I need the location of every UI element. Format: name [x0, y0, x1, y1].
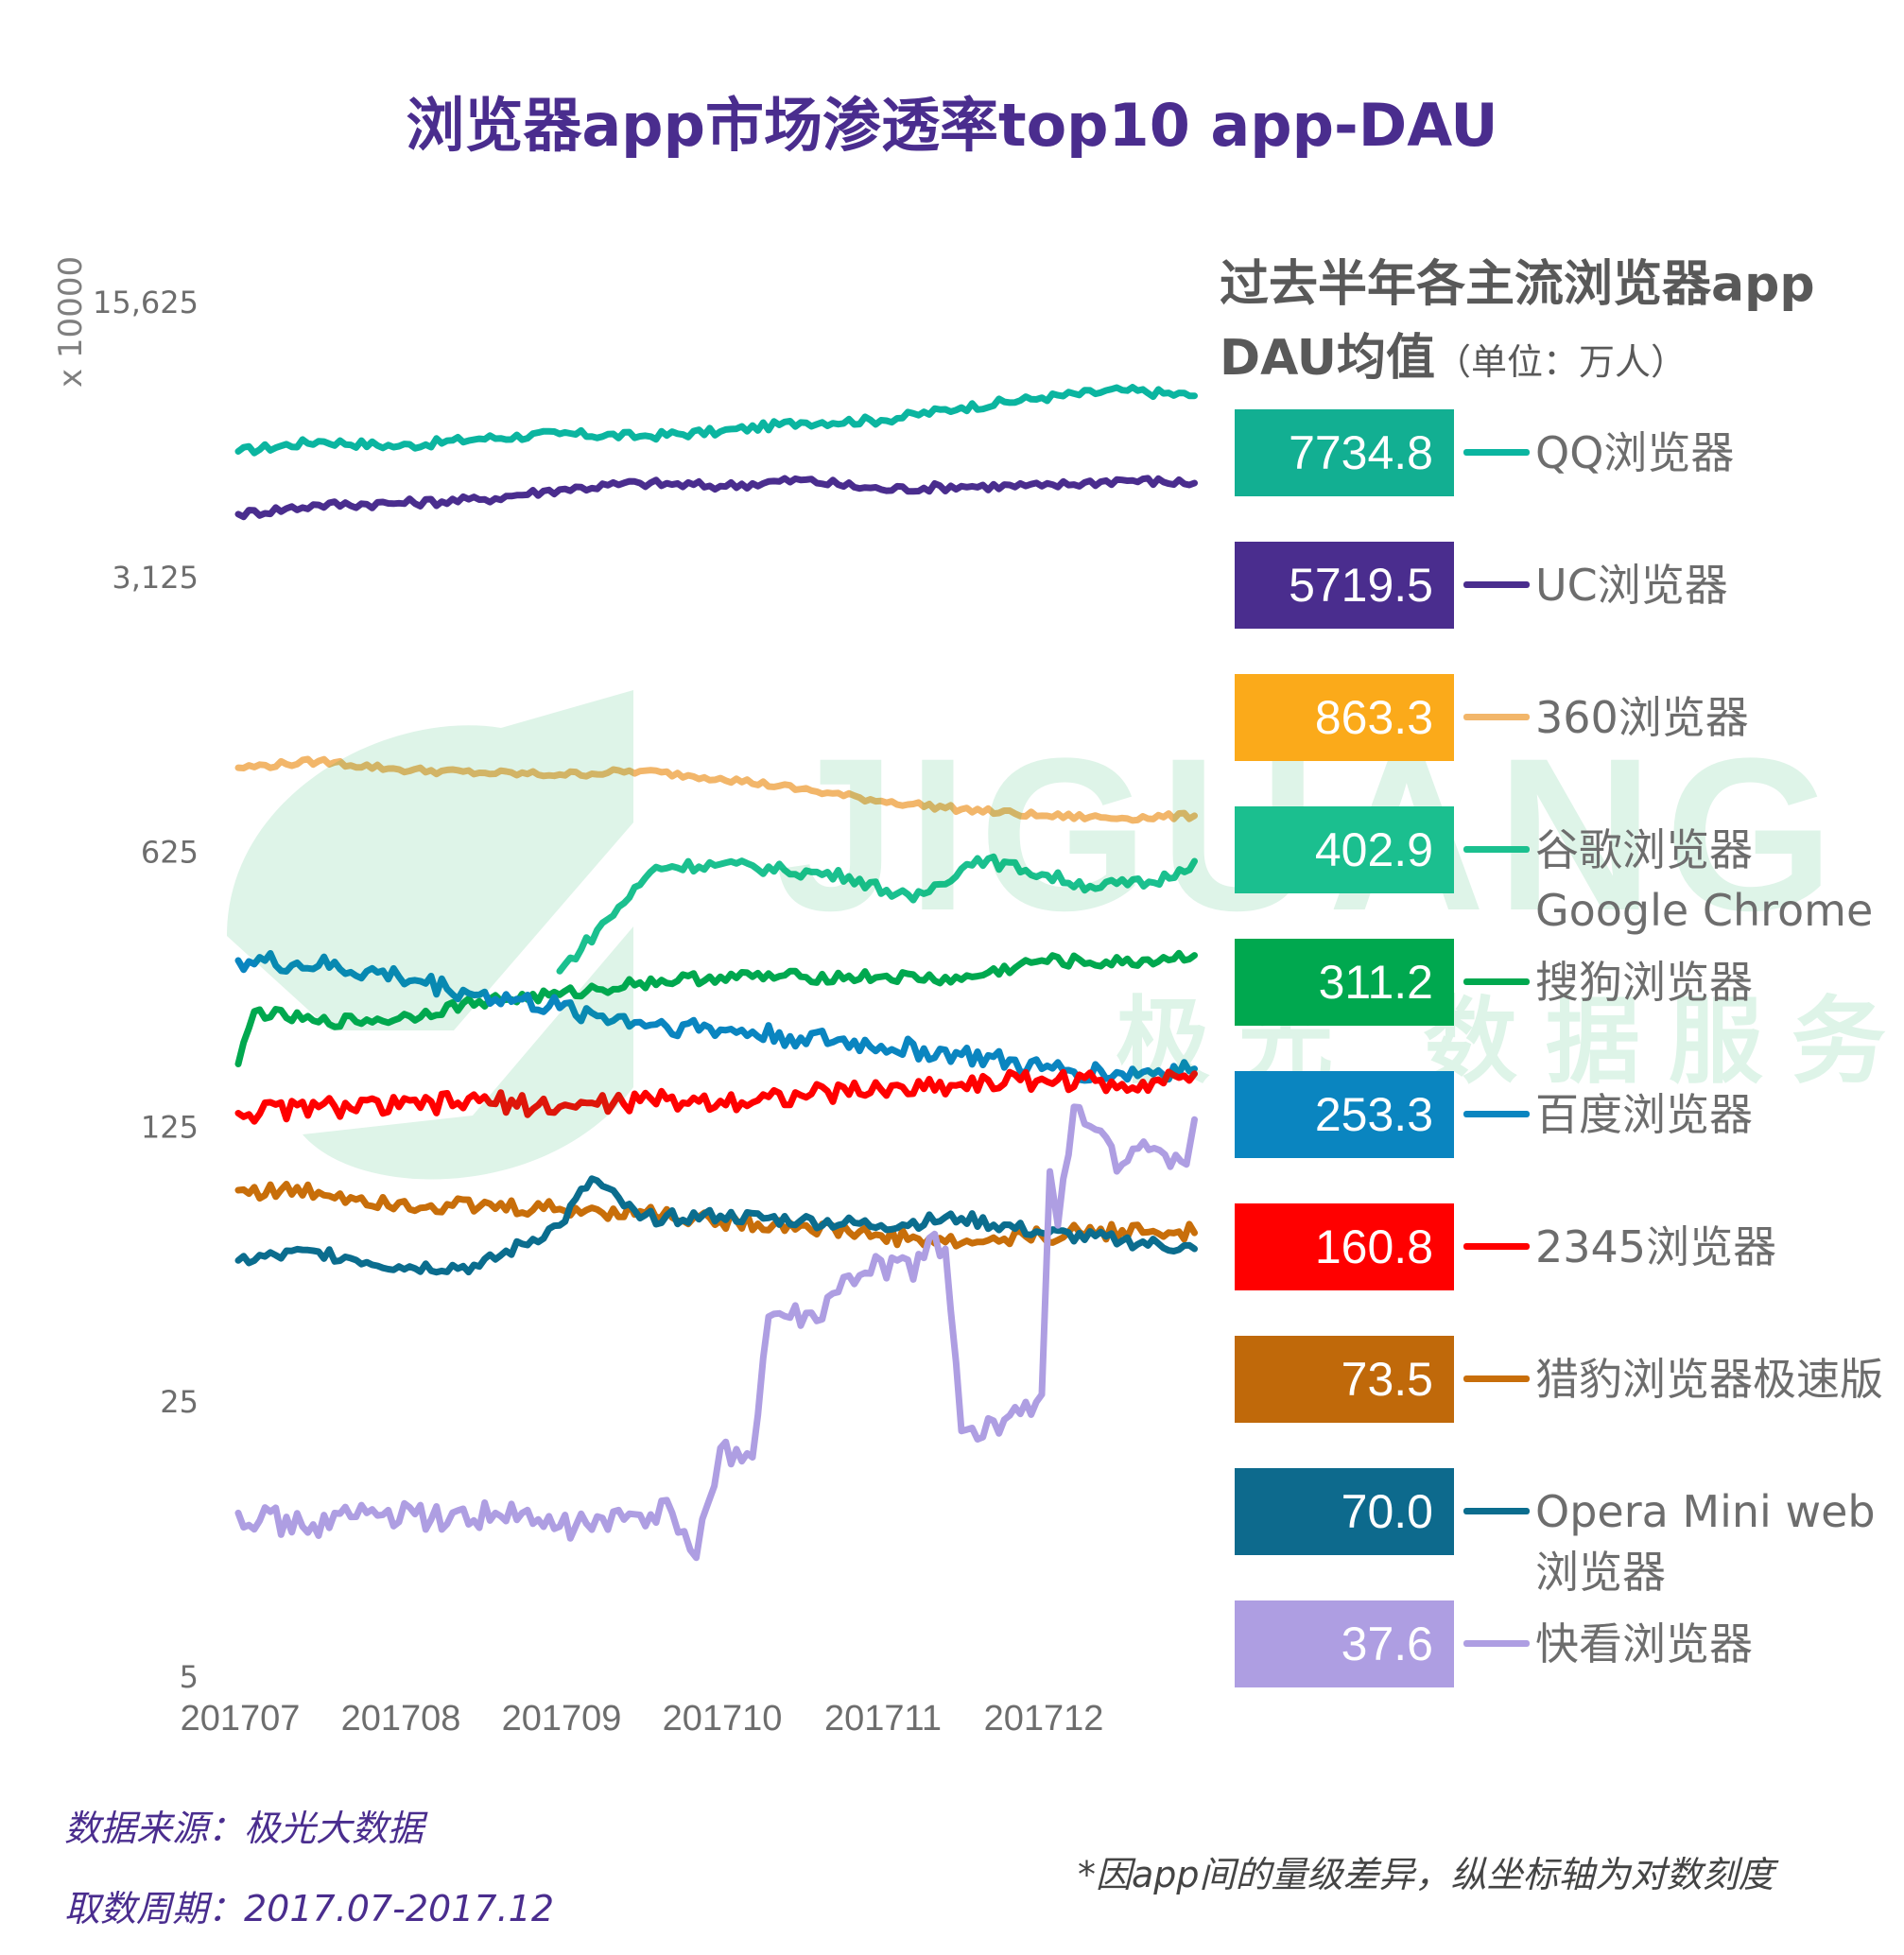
series-line-9 — [234, 1103, 1198, 1562]
legend-label: 快看浏览器 — [1535, 1618, 1753, 1670]
x-tick-label: 201708 — [341, 1699, 461, 1739]
footer-note: *因app间的量级差异，纵坐标轴为对数刻度 — [1078, 1854, 1774, 1895]
legend-line-swatch — [1463, 581, 1530, 588]
legend-value-box: 73.5 — [1235, 1336, 1454, 1423]
series-line-3 — [556, 853, 1198, 975]
x-tick-label: 201712 — [984, 1699, 1104, 1739]
footer-period: 取数周期：2017.07-2017.12 — [64, 1888, 554, 1929]
legend-label: UC浏览器 — [1535, 560, 1728, 611]
legend-title-line2: DAU均值（单位：万人） — [1220, 318, 1881, 389]
legend-title-dau: DAU均值 — [1220, 330, 1436, 387]
series-line-1 — [234, 475, 1198, 521]
legend-label: 谷歌浏览器 Google Chrome — [1535, 824, 1874, 936]
series-line-0 — [234, 384, 1198, 457]
legend-value-box: 70.0 — [1235, 1468, 1454, 1555]
chart-title: 浏览器app市场渗透率top10 app-DAU — [406, 91, 1498, 160]
series-lines — [234, 384, 1198, 1562]
series-line-5 — [234, 950, 1198, 1084]
legend-value-box: 253.3 — [1235, 1071, 1454, 1158]
legend-line-swatch — [1463, 1243, 1530, 1250]
legend-label: Opera Mini web浏览器 — [1535, 1486, 1876, 1598]
y-tick-label: 625 — [141, 835, 199, 871]
legend-value-box: 37.6 — [1235, 1600, 1454, 1687]
series-line-6 — [234, 1068, 1198, 1125]
legend-line-swatch — [1463, 1640, 1530, 1647]
legend-value-box: 7734.8 — [1235, 409, 1454, 496]
x-tick-label: 201707 — [181, 1699, 301, 1739]
legend-value-box: 863.3 — [1235, 674, 1454, 761]
legend-value-box: 311.2 — [1235, 939, 1454, 1026]
y-tick-label: 25 — [160, 1384, 199, 1420]
legend-label: QQ浏览器 — [1535, 427, 1735, 478]
y-tick-label: 125 — [141, 1109, 199, 1145]
legend-label: 猎豹浏览器极速版 — [1535, 1354, 1883, 1405]
legend-line-swatch — [1463, 846, 1530, 853]
footer-source: 数据来源：极光大数据 — [64, 1808, 424, 1849]
series-line-4 — [234, 949, 1198, 1067]
legend-line-swatch — [1463, 1375, 1530, 1382]
y-tick-label: 5 — [180, 1659, 199, 1695]
x-axis: 201707 201708 201709 201710 201711 201712 — [181, 1699, 1104, 1739]
legend-label: 百度浏览器 — [1535, 1089, 1753, 1140]
legend-title: 过去半年各主流浏览器app — [1220, 256, 1815, 313]
x-tick-label: 201710 — [663, 1699, 783, 1739]
legend-line-swatch — [1463, 449, 1530, 456]
y-axis-title: x 10000 — [52, 256, 90, 388]
y-tick-label: 3,125 — [112, 560, 199, 596]
legend-line-swatch — [1463, 1111, 1530, 1117]
x-tick-label: 201709 — [502, 1699, 622, 1739]
legend-value-box: 5719.5 — [1235, 542, 1454, 629]
legend-line-swatch — [1463, 714, 1530, 720]
legend-value-box: 402.9 — [1235, 806, 1454, 893]
legend-label: 2345浏览器 — [1535, 1221, 1777, 1272]
legend-value-box: 160.8 — [1235, 1203, 1454, 1290]
legend-title-unit: （单位：万人） — [1435, 341, 1688, 383]
y-axis: x 10000 5 25 125 625 3,125 15,625 — [52, 256, 199, 1695]
legend-line-swatch — [1463, 978, 1530, 985]
legend-label: 搜狗浏览器 — [1535, 957, 1753, 1008]
y-tick-label: 15,625 — [93, 285, 199, 320]
legend-line-swatch — [1463, 1508, 1530, 1514]
series-line-8 — [234, 1175, 1198, 1276]
x-tick-label: 201711 — [824, 1699, 942, 1739]
legend-label: 360浏览器 — [1535, 692, 1749, 743]
series-line-2 — [234, 755, 1198, 824]
